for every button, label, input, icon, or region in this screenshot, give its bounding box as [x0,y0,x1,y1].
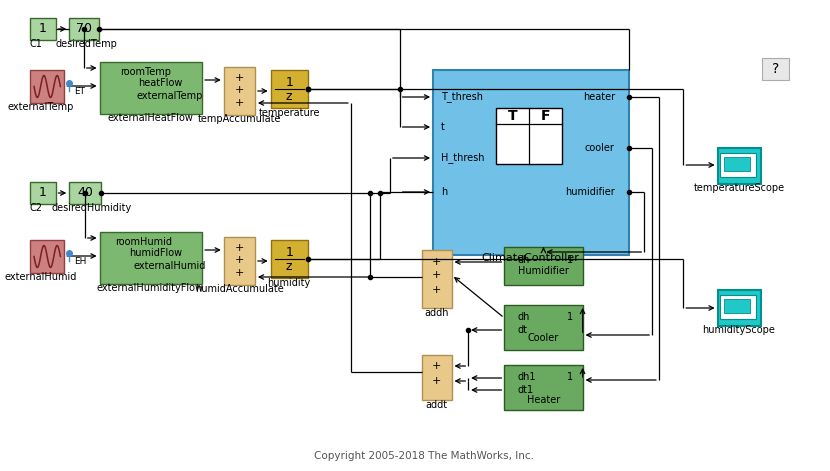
Text: +: + [235,98,244,108]
Text: humidFlow: humidFlow [129,248,183,258]
FancyBboxPatch shape [718,148,760,184]
Text: 1: 1 [286,245,293,259]
Text: +: + [235,243,244,253]
Text: Cooler: Cooler [528,333,559,343]
FancyBboxPatch shape [224,67,255,115]
Text: +: + [432,361,442,371]
Text: humidity: humidity [267,278,311,288]
FancyBboxPatch shape [30,70,64,103]
Text: +: + [235,73,244,83]
Text: +: + [235,268,244,278]
Text: 1: 1 [567,312,573,322]
Text: z: z [286,90,292,104]
Text: desiredTemp: desiredTemp [56,39,118,49]
Text: desiredHumidity: desiredHumidity [51,203,132,213]
Text: +: + [432,257,442,267]
Text: roomTemp: roomTemp [120,67,171,77]
Text: heatFlow: heatFlow [139,78,183,88]
Text: +: + [432,376,442,386]
Text: dt1: dt1 [517,385,533,395]
FancyBboxPatch shape [30,18,56,40]
FancyBboxPatch shape [496,108,562,164]
Text: F: F [540,109,550,123]
Text: heater: heater [583,92,615,102]
Text: +: + [432,270,442,280]
FancyBboxPatch shape [224,237,255,285]
Text: Copyright 2005-2018 The MathWorks, Inc.: Copyright 2005-2018 The MathWorks, Inc. [315,451,535,461]
FancyBboxPatch shape [720,153,755,177]
Text: +: + [235,255,244,265]
Text: 1: 1 [567,372,573,382]
FancyBboxPatch shape [422,250,452,308]
Text: roomHumid: roomHumid [115,237,172,247]
Text: externalHumid: externalHumid [5,272,77,282]
FancyBboxPatch shape [100,62,203,114]
Text: externalHumidityFlow: externalHumidityFlow [97,283,204,293]
Text: 1: 1 [286,75,293,89]
Text: 70: 70 [76,23,92,35]
Text: tempAccumulate: tempAccumulate [198,114,281,124]
Text: humidAccumulate: humidAccumulate [195,284,284,294]
Text: temperature: temperature [258,108,320,118]
FancyBboxPatch shape [720,295,755,319]
Text: temperatureScope: temperatureScope [694,183,784,193]
Text: C2: C2 [29,203,42,213]
Text: dt: dt [517,325,527,335]
Text: T: T [507,109,517,123]
Text: externalHumid: externalHumid [134,261,206,271]
FancyBboxPatch shape [30,240,64,273]
Text: EH: EH [74,257,86,266]
Text: dh1: dh1 [517,372,535,382]
FancyBboxPatch shape [505,247,583,285]
Text: T_thresh: T_thresh [441,91,483,103]
FancyBboxPatch shape [433,70,628,255]
Text: +: + [235,85,244,95]
Text: dh: dh [517,255,530,265]
Text: H_thresh: H_thresh [441,153,485,163]
Text: externalTemp: externalTemp [7,102,74,112]
Text: h: h [441,187,447,197]
Text: ?: ? [772,62,779,76]
Text: z: z [286,260,292,274]
FancyBboxPatch shape [505,365,583,410]
Text: humidifier: humidifier [565,187,615,197]
Text: ET: ET [74,87,85,96]
Text: 1: 1 [39,187,46,200]
Text: Humidifier: Humidifier [518,266,569,276]
Text: addh: addh [425,308,449,318]
FancyBboxPatch shape [422,355,452,400]
FancyBboxPatch shape [505,305,583,350]
FancyBboxPatch shape [725,157,749,171]
Text: 1: 1 [39,23,46,35]
FancyBboxPatch shape [30,182,56,204]
FancyBboxPatch shape [69,182,100,204]
Text: ClimateController: ClimateController [482,253,579,263]
Text: 40: 40 [77,187,93,200]
Text: C1: C1 [30,39,42,49]
FancyBboxPatch shape [271,70,308,108]
FancyBboxPatch shape [100,232,203,284]
Text: 1: 1 [567,255,573,265]
Text: dh: dh [517,312,530,322]
FancyBboxPatch shape [725,299,749,313]
Text: addt: addt [426,400,448,410]
Text: t: t [441,122,445,132]
Text: cooler: cooler [585,143,615,153]
FancyBboxPatch shape [69,18,99,40]
Text: Heater: Heater [527,395,560,405]
FancyBboxPatch shape [718,290,760,326]
Text: +: + [432,285,442,295]
Text: humidityScope: humidityScope [703,325,775,335]
Text: externalTemp: externalTemp [137,91,203,101]
Text: externalHeatFlow: externalHeatFlow [107,113,193,123]
FancyBboxPatch shape [762,58,789,80]
FancyBboxPatch shape [271,240,308,278]
